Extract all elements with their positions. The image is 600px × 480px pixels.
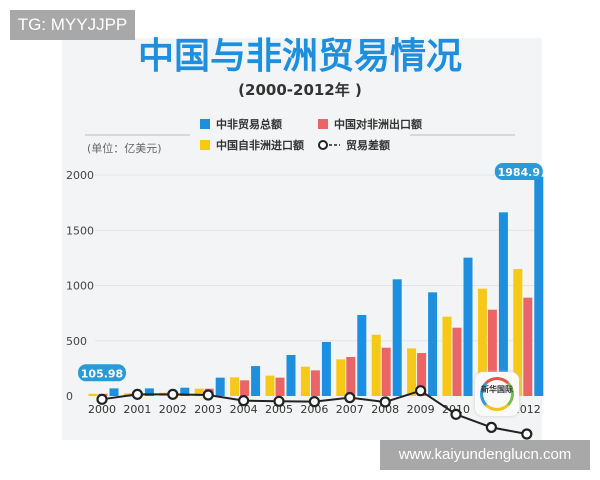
- legend-label: 中国自非洲进口额: [216, 138, 304, 152]
- bar-2010-1: [452, 327, 462, 396]
- bar-2005-0: [265, 375, 275, 396]
- bar-2011-0: [477, 288, 487, 396]
- x-axis: 2000 2001 2002 2003 2004 2005 2006 2007 2008 2009…: [88, 403, 541, 416]
- annotation-badge: [494, 163, 543, 180]
- balance-point: [167, 388, 179, 400]
- legend-swatch: [200, 140, 210, 150]
- bar-2012-1: [523, 297, 533, 396]
- legend-label: 贸易差额: [346, 138, 390, 152]
- bar-2005-2: [286, 355, 296, 396]
- y-tick-label: 0: [66, 390, 73, 403]
- bar-2012-0: [513, 269, 523, 396]
- bar-2005-1: [275, 377, 285, 396]
- bar-2009-2: [428, 292, 438, 396]
- balance-point: [415, 385, 427, 397]
- annotation-label: 1984.9: [498, 166, 540, 179]
- url-label: www.kaiyundenglucn.com: [380, 440, 590, 470]
- balance-point: [238, 395, 250, 407]
- bar-2000-2: [109, 388, 119, 396]
- y-tick-label: 2000: [66, 169, 94, 182]
- bar-2011-1: [487, 309, 497, 396]
- balance-point: [379, 396, 391, 408]
- unit-label: (单位：亿美元): [87, 141, 162, 155]
- x-tick-label: 2012: [513, 403, 541, 416]
- bar-2006-1: [310, 370, 320, 396]
- balance-line: [96, 385, 533, 440]
- x-tick-label: 2005: [265, 403, 293, 416]
- x-tick-label: 2000: [88, 403, 116, 416]
- bar-2004-2: [251, 366, 261, 396]
- bar-2010-0: [442, 316, 452, 396]
- legend-label: 中国对非洲出口额: [334, 117, 422, 131]
- logo-text: 新华国际: [481, 385, 513, 394]
- balance-point: [344, 392, 356, 404]
- x-tick-label: 2007: [336, 403, 364, 416]
- bar-2007-0: [336, 359, 346, 396]
- balance-point: [202, 389, 214, 401]
- balance-point: [450, 408, 462, 420]
- balance-point: [521, 428, 533, 440]
- bar-2003-0: [194, 388, 204, 396]
- legend-marker: [318, 140, 328, 150]
- bar-2007-1: [346, 356, 356, 396]
- legend-swatch: [200, 119, 210, 129]
- balance-point: [131, 388, 143, 400]
- legend-label: 中非贸易总额: [216, 117, 282, 131]
- y-axis: 0 500 1000 1500 2000: [66, 169, 94, 403]
- bar-2004-0: [230, 377, 240, 396]
- y-tick-label: 1000: [66, 280, 94, 293]
- x-tick-label: 2002: [159, 403, 187, 416]
- bar-2001-2: [144, 388, 154, 396]
- tag-label: TG: MYYJJPP: [10, 10, 135, 40]
- bar-2002-2: [180, 387, 190, 396]
- bar-2000-0: [88, 393, 98, 396]
- bar-2004-1: [240, 380, 250, 396]
- bar-2006-0: [300, 366, 310, 396]
- legend-swatch: [318, 119, 328, 129]
- x-tick-label: 2006: [300, 403, 328, 416]
- x-tick-label: 2003: [194, 403, 222, 416]
- chart-title: 中国与非洲贸易情况: [138, 36, 462, 77]
- annotation-badge: [78, 364, 126, 382]
- x-tick-label: 2001: [123, 403, 151, 416]
- bars: [88, 176, 544, 396]
- balance-point: [273, 395, 285, 407]
- bar-2007-2: [357, 315, 367, 396]
- bar-2012-2: [534, 176, 544, 396]
- gridlines: [95, 174, 540, 342]
- balance-point: [485, 421, 497, 433]
- chart-subtitle: (2000-2012年 ): [238, 81, 362, 99]
- bar-2006-2: [321, 341, 331, 396]
- annotation-label: 105.98: [81, 367, 123, 380]
- bar-2010-2: [463, 257, 473, 396]
- bar-2009-1: [417, 353, 427, 396]
- bar-2009-0: [407, 348, 417, 396]
- y-tick-label: 1500: [66, 224, 94, 237]
- bar-2008-1: [381, 347, 391, 396]
- annotations: 105.98 1984.9: [78, 163, 543, 382]
- x-tick-label: 2008: [371, 403, 399, 416]
- bar-2008-0: [371, 334, 381, 396]
- bar-2011-2: [498, 212, 508, 396]
- balance-point: [308, 396, 320, 408]
- xinhua-logo: 新华国际: [475, 372, 519, 416]
- balance-point: [96, 393, 108, 405]
- x-tick-label: 2004: [230, 403, 258, 416]
- bar-2003-2: [215, 377, 225, 396]
- bar-2008-2: [392, 279, 402, 396]
- y-tick-label: 500: [66, 335, 87, 348]
- x-tick-label: 2009: [407, 403, 435, 416]
